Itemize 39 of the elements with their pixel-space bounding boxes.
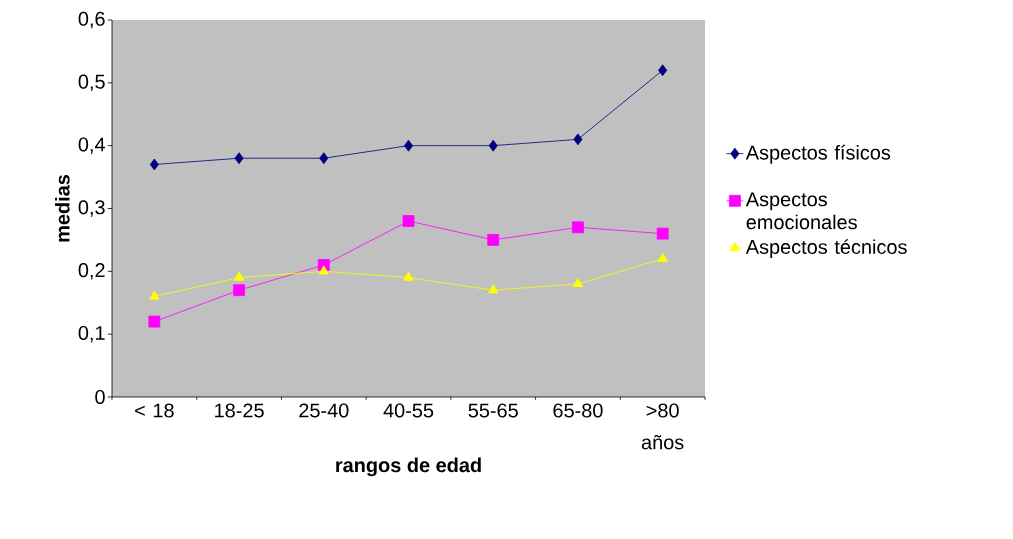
point	[572, 221, 584, 234]
legend-label: Aspectos físicos	[745, 144, 891, 164]
point	[234, 152, 244, 165]
point	[573, 133, 583, 146]
x-tick-label: 18-25	[215, 403, 264, 418]
point	[657, 252, 668, 262]
point	[488, 139, 498, 152]
point	[149, 290, 160, 300]
legend-label: Aspectos emocionales	[745, 192, 857, 230]
point	[403, 271, 414, 281]
point	[572, 277, 584, 288]
point	[233, 284, 245, 297]
x-tick-label: 40-55	[383, 403, 434, 418]
x-tick-label: 65-80	[553, 403, 603, 418]
y-tick-label: 0,2	[78, 263, 105, 280]
x-tick-label: >80 años	[641, 403, 684, 450]
point	[402, 215, 415, 227]
x-tick-label: < 18	[135, 403, 174, 418]
y-tick-label: 0,6	[78, 11, 105, 29]
y-axis-title: medias	[55, 174, 70, 242]
x-tick-label: 55-65	[468, 403, 518, 418]
point	[488, 284, 499, 294]
x-axis-title: rangos de edad	[336, 457, 481, 477]
y-tick-label: 0,3	[78, 200, 105, 217]
point	[403, 139, 414, 152]
point	[233, 271, 245, 281]
point	[319, 152, 329, 165]
y-tick-label: 0,5	[78, 74, 105, 92]
point	[658, 64, 668, 77]
point	[318, 265, 329, 275]
point	[487, 234, 500, 246]
point	[148, 315, 161, 328]
legend-label: Aspectos técnicos	[745, 239, 907, 258]
point	[149, 158, 159, 171]
point	[656, 227, 669, 240]
x-tick-label: 25-40	[299, 403, 349, 418]
y-tick-label: 0,1	[78, 325, 105, 343]
y-tick-label: 0,4	[78, 137, 105, 154]
y-tick-label: 0	[95, 389, 105, 405]
